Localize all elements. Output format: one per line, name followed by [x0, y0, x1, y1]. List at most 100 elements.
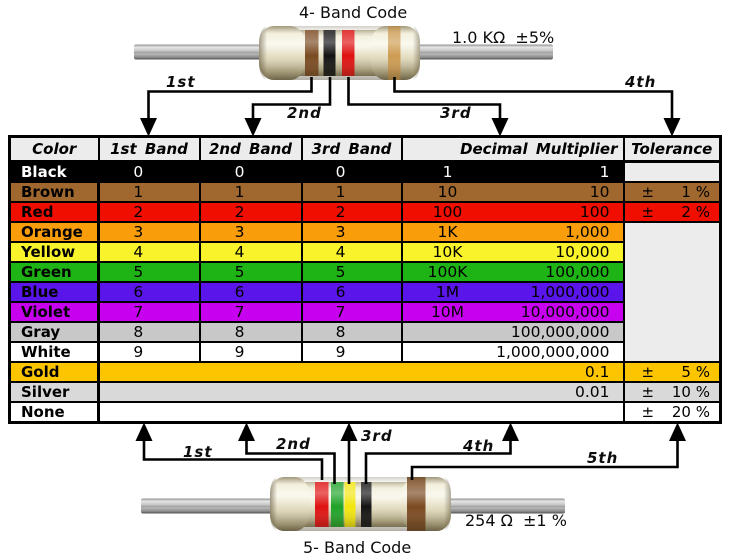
top-resistor: [134, 26, 553, 80]
plus-minus-sign: ±: [641, 363, 655, 381]
bottom-resistor: [141, 477, 565, 531]
row-red: Red 2 2 2 100 100 ±2 %: [8, 201, 722, 223]
multiplier-code: 10: [437, 183, 458, 201]
color-name-blue: Blue: [8, 281, 100, 303]
color-name-silver: Silver: [8, 381, 100, 403]
top-arrow-2nd-line: [251, 77, 332, 121]
tolerance-value: 10 %: [671, 383, 710, 401]
bottom-resistor-left-cap-shadow: [270, 477, 286, 531]
top-resistor-shading: [259, 26, 420, 80]
band2-digit-yellow: 4: [198, 241, 303, 263]
tolerance-silver: ±10 %: [622, 381, 722, 403]
multiplier-cell-violet: 10M 10,000,000: [400, 301, 625, 323]
multiplier-value: 0.01: [574, 383, 610, 401]
plus-minus-sign: ±: [641, 203, 655, 221]
color-name-yellow: Yellow: [8, 241, 100, 263]
bottom-arrowhead-3rd: [340, 422, 358, 441]
color-name-violet: Violet: [8, 301, 100, 323]
band3-digit-orange: 3: [300, 221, 403, 243]
band3-digit-violet: 7: [300, 301, 403, 323]
bottom-arrows: [142, 438, 679, 484]
row-white: White 9 9 9 1,000,000,000: [8, 341, 721, 363]
row-gray: Gray 8 8 8 100,000,000: [8, 321, 721, 343]
band3-digit-red: 2: [300, 201, 403, 223]
top-resistor-value-label: 1.0 KΩ ±5%: [452, 28, 555, 47]
header-2nd-band: 2nd Band: [198, 135, 303, 163]
top-arrowhead-1st: [140, 118, 157, 137]
row-black: Black 0 0 0 1 1: [8, 160, 722, 183]
bottom-arrow-1st-line: [142, 438, 324, 480]
top-arrowhead-2nd: [244, 118, 262, 137]
multiplier-value: 100,000: [545, 263, 610, 281]
color-name-red: Red: [8, 201, 100, 223]
bottom-resistor-shading: [270, 477, 451, 531]
band2-digit-black: 0: [198, 160, 303, 183]
row-violet: Violet 7 7 7 10M 10,000,000: [8, 301, 721, 323]
multiplier-value: 10,000: [555, 243, 610, 261]
top-arrowheads: [140, 118, 681, 137]
header-1st-band: 1st Band: [97, 135, 201, 163]
tolerance-red: ±2 %: [622, 201, 722, 223]
band3-digit-green: 5: [300, 261, 403, 283]
band1-digit-brown: 1: [97, 181, 201, 203]
multiplier-code: 100K: [427, 263, 468, 281]
plus-minus-sign: ±: [641, 183, 655, 201]
table-body: Black 0 0 0 1 1 Brown 1 1 1 10 10 ±1 % Red 2 2 2 100 100 ±2…: [8, 160, 722, 424]
multiplier-value: 1,000,000,000: [496, 343, 610, 361]
bottom-resistor-value-label: 254 Ω ±1 %: [465, 511, 567, 530]
multiplier-value: 10,000,000: [520, 303, 610, 321]
multiplier-code: 100: [432, 203, 463, 221]
merged-band-cell-none: [97, 401, 625, 424]
band1-digit-black: 0: [97, 160, 201, 183]
top-arrow-label-2nd: 2nd: [287, 104, 322, 122]
band2-digit-white: 9: [198, 341, 303, 363]
header-decimal-multiplier: Decimal Multiplier: [400, 135, 625, 163]
bottom-arrowheads: [135, 422, 686, 441]
multiplier-cell-orange: 1K 1,000: [400, 221, 625, 243]
band3-digit-yellow: 4: [300, 241, 403, 263]
tolerance-value: 5 %: [681, 363, 710, 381]
color-name-brown: Brown: [8, 181, 100, 203]
band2-digit-gray: 8: [198, 321, 303, 343]
bottom-arrow-label-1st: 1st: [183, 443, 213, 461]
bottom-arrow-5th-line: [410, 438, 679, 480]
color-name-orange: Orange: [8, 221, 100, 243]
merged-band-cell-gold: 0.1: [97, 361, 625, 383]
header-color: Color: [8, 135, 100, 163]
band1-digit-red: 2: [97, 201, 201, 223]
band1-digit-white: 9: [97, 341, 201, 363]
color-name-black: Black: [8, 160, 100, 183]
merged-band-cell-silver: 0.01: [97, 381, 625, 403]
bottom-arrow-label-2nd: 2nd: [276, 435, 311, 453]
tolerance-value: 1 %: [681, 183, 710, 201]
bottom-arrow-label-5th: 5th: [587, 449, 619, 467]
multiplier-code: 10M: [430, 303, 465, 321]
header-tolerance: Tolerance: [622, 135, 722, 163]
bottom-arrowhead-4th: [502, 422, 519, 441]
multiplier-cell-blue: 1M 1,000,000: [400, 281, 625, 303]
tolerance-none: ±20 %: [622, 401, 722, 424]
top-arrow-4th-line: [393, 77, 674, 121]
four-band-code-title: 4- Band Code: [299, 3, 408, 22]
band2-digit-brown: 1: [198, 181, 303, 203]
row-yellow: Yellow 4 4 4 10K 10,000: [8, 241, 721, 263]
multiplier-code: 10K: [432, 243, 463, 261]
multiplier-cell-brown: 10 10: [400, 181, 625, 203]
multiplier-cell-white: 1,000,000,000: [400, 341, 625, 363]
band3-digit-brown: 1: [300, 181, 403, 203]
band1-digit-yellow: 4: [97, 241, 201, 263]
multiplier-value: 0.1: [584, 363, 610, 381]
bottom-arrow-label-3rd: 3rd: [361, 427, 393, 445]
band3-digit-white: 9: [300, 341, 403, 363]
color-name-none: None: [8, 401, 100, 424]
band1-digit-violet: 7: [97, 301, 201, 323]
color-name-gold: Gold: [8, 361, 100, 383]
multiplier-value: 100: [579, 203, 610, 221]
row-brown: Brown 1 1 1 10 10 ±1 %: [8, 181, 722, 203]
tolerance-value: 20 %: [671, 403, 710, 421]
top-arrow-label-1st: 1st: [166, 73, 196, 91]
bottom-arrow-label-4th: 4th: [463, 437, 495, 455]
row-silver: Silver 0.01 ±10 %: [8, 381, 722, 403]
